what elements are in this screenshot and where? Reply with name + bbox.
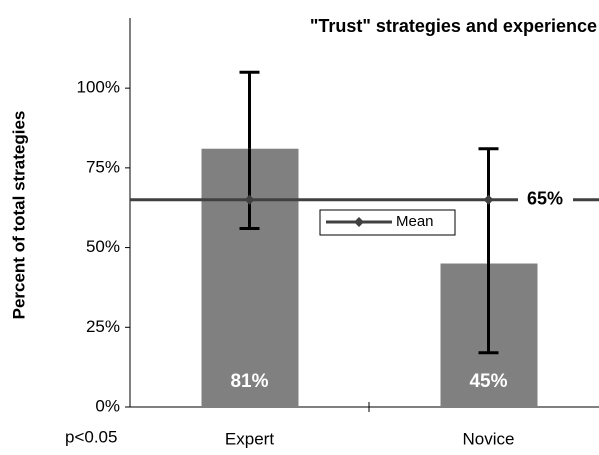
y-axis-label: Percent of total strategies bbox=[9, 111, 28, 320]
x-tick-label: Expert bbox=[225, 429, 274, 448]
legend-marker bbox=[354, 217, 364, 227]
y-tick-label: 75% bbox=[86, 157, 120, 176]
mean-marker bbox=[483, 194, 494, 205]
value-label: 45% bbox=[469, 371, 507, 392]
legend-label: Mean bbox=[396, 213, 434, 230]
chart-title: "Trust" strategies and experience bbox=[310, 16, 597, 36]
y-tick-label: 0% bbox=[95, 396, 120, 415]
y-tick-label: 25% bbox=[86, 317, 120, 336]
mean-label: 65% bbox=[527, 188, 563, 208]
mean-marker bbox=[244, 194, 255, 205]
y-tick-label: 100% bbox=[77, 78, 120, 97]
mean-label-bg bbox=[518, 188, 573, 211]
x-tick-label: Novice bbox=[463, 429, 515, 448]
value-label: 81% bbox=[230, 371, 268, 392]
y-tick-label: 50% bbox=[86, 237, 120, 256]
annotation: p<0.05 bbox=[65, 427, 117, 446]
